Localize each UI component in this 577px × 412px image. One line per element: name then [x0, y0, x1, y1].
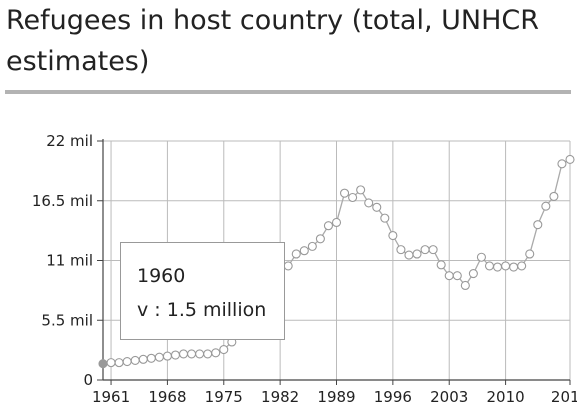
data-point — [211, 348, 221, 358]
tooltip-value: v : 1.5 million — [137, 299, 267, 321]
x-tick-label: 2003 — [430, 388, 468, 406]
data-point — [187, 349, 197, 359]
data-point — [509, 262, 519, 272]
data-point — [178, 349, 189, 359]
data-point — [468, 268, 478, 279]
data-point — [492, 262, 503, 272]
data-point — [404, 250, 414, 260]
data-point — [283, 261, 293, 271]
data-point — [460, 280, 470, 291]
y-tick-label: 11 mil — [46, 252, 93, 270]
title-divider — [5, 90, 571, 94]
y-tick-label: 5.5 mil — [41, 311, 93, 329]
data-point — [549, 191, 559, 201]
data-point — [307, 241, 317, 251]
data-point — [348, 192, 358, 203]
tick-labels: 1961 1968 1975 1982 1989 1996 2003 2010 2018 0 5.5… — [32, 132, 577, 406]
y-tick-label: 0 — [83, 371, 93, 389]
x-tick-label: 1989 — [317, 388, 355, 406]
data-point — [412, 249, 422, 259]
data-point — [420, 245, 430, 255]
data-point — [484, 261, 495, 271]
data-point — [541, 201, 551, 211]
x-tick-label: 1982 — [261, 388, 299, 406]
x-tick-label: 1968 — [148, 388, 186, 406]
data-point — [476, 252, 486, 262]
axes — [97, 139, 571, 385]
data-point — [533, 220, 543, 230]
data-point — [331, 217, 342, 228]
data-point — [130, 355, 140, 365]
data-point — [170, 350, 181, 360]
data-point — [291, 249, 301, 259]
tooltip-year: 1960 — [137, 265, 186, 287]
data-point — [372, 202, 382, 212]
data-point — [323, 221, 333, 231]
data-point — [525, 249, 535, 259]
data-point — [364, 198, 374, 208]
data-point — [315, 234, 325, 244]
x-tick-label: 1975 — [205, 388, 243, 406]
data-point — [154, 352, 164, 362]
x-tick-label: 1961 — [92, 388, 130, 406]
data-point — [565, 154, 575, 165]
data-point — [501, 261, 511, 271]
data-point — [219, 345, 229, 355]
data-point — [106, 358, 116, 368]
data-point — [517, 261, 527, 271]
data-point — [356, 185, 366, 195]
y-tick-label: 16.5 mil — [32, 192, 93, 210]
y-tick-label: 22 mil — [46, 132, 93, 150]
data-point — [299, 246, 309, 256]
data-point — [380, 213, 390, 223]
data-point — [114, 358, 124, 368]
data-point — [388, 230, 398, 241]
chart-title: Refugees in host country (total, UNHCR e… — [6, 5, 539, 77]
data-point — [340, 188, 350, 198]
data-point — [396, 245, 406, 255]
data-point — [452, 271, 462, 281]
x-tick-label: 1996 — [374, 388, 412, 406]
data-point — [444, 271, 454, 281]
data-point — [122, 356, 132, 367]
data-point — [138, 354, 148, 364]
data-point — [428, 245, 438, 255]
highlighted-data-point — [98, 359, 108, 369]
data-point — [203, 349, 213, 359]
data-point — [557, 159, 567, 169]
x-tick-label: 2010 — [486, 388, 524, 406]
data-point — [436, 260, 446, 270]
data-point — [195, 349, 205, 359]
data-point — [162, 351, 172, 361]
x-tick-label: 2018 — [551, 388, 577, 406]
data-tooltip: 1960 v : 1.5 million — [120, 242, 285, 340]
data-point — [146, 353, 156, 363]
